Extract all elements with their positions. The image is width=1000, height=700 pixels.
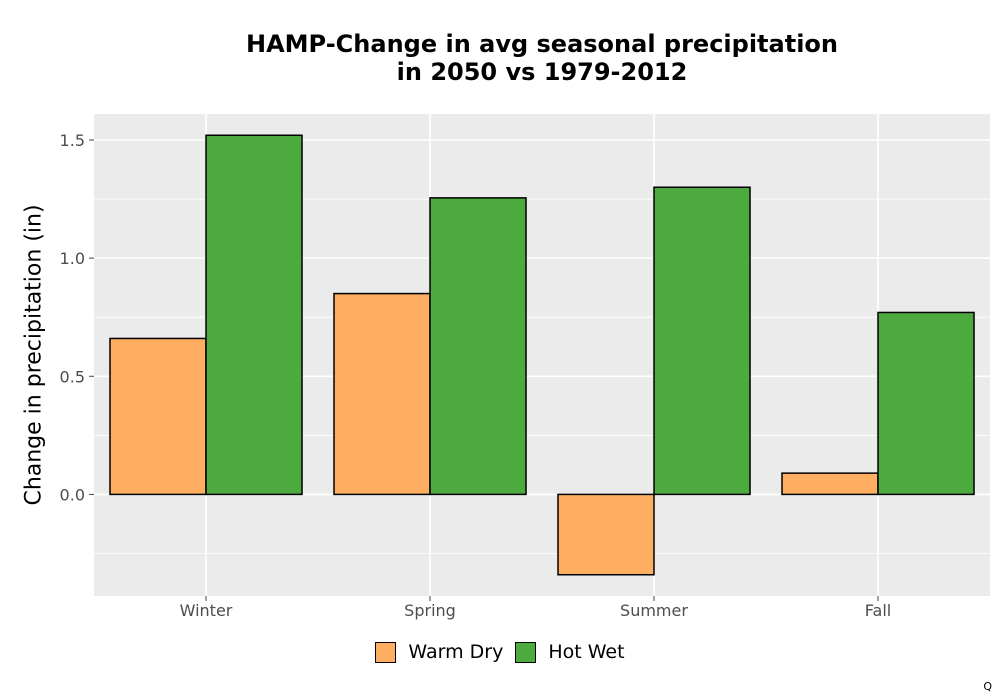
y-tick-label: 1.5 — [60, 131, 85, 150]
bar-hot-wet-summer — [653, 186, 751, 496]
bar-warm-dry-spring — [333, 292, 431, 496]
x-tick-label: Winter — [180, 601, 233, 620]
chart-title: HAMP-Change in avg seasonal precipitatio… — [94, 30, 990, 86]
bar-hot-wet-spring — [429, 197, 527, 496]
corner-mark: Q — [983, 680, 992, 693]
legend: Warm Dry Hot Wet — [0, 641, 1000, 663]
bar-warm-dry-fall — [781, 472, 879, 496]
legend-item-hot-wet: Hot Wet — [515, 641, 625, 663]
x-tick-label: Spring — [404, 601, 456, 620]
chart-title-line-1: HAMP-Change in avg seasonal precipitatio… — [246, 30, 838, 58]
x-tick-label: Fall — [865, 601, 891, 620]
bar-hot-wet-winter — [205, 134, 303, 496]
chart-title-line-2: in 2050 vs 1979-2012 — [396, 58, 688, 86]
bar-hot-wet-fall — [877, 311, 975, 496]
legend-label-warm-dry: Warm Dry — [408, 641, 504, 663]
legend-swatch-warm-dry — [375, 641, 397, 663]
legend-item-warm-dry: Warm Dry — [375, 641, 503, 663]
y-tick-label: 0.5 — [60, 367, 85, 386]
bar-warm-dry-summer — [557, 493, 655, 576]
y-tick-label: 1.0 — [60, 249, 85, 268]
y-axis-label: Change in precipitation (in) — [21, 204, 47, 506]
x-tick-label: Summer — [620, 601, 688, 620]
y-tick-label: 0.0 — [60, 485, 85, 504]
bar-warm-dry-winter — [109, 337, 207, 496]
legend-swatch-hot-wet — [515, 641, 537, 663]
legend-label-hot-wet: Hot Wet — [548, 641, 625, 663]
